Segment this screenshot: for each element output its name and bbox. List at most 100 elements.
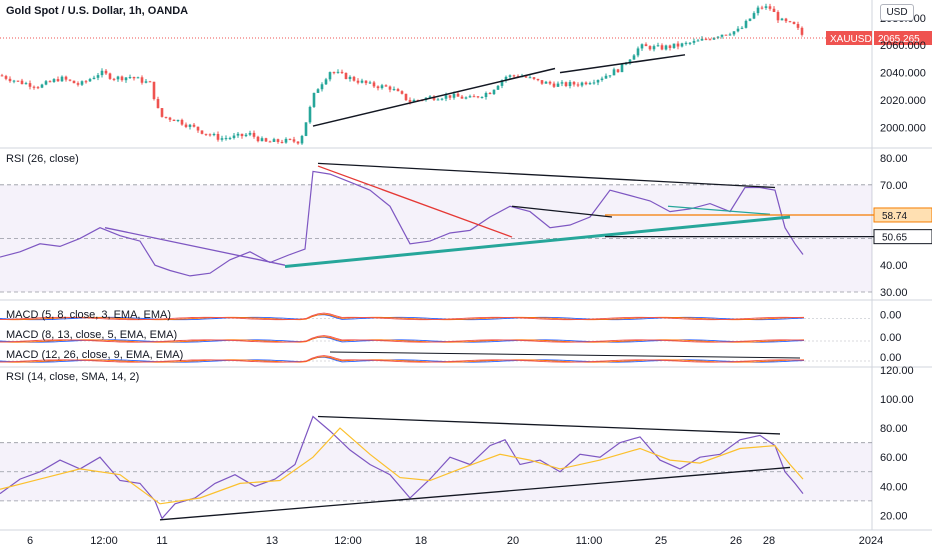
candle-body [472, 96, 476, 98]
candle-body [344, 72, 348, 80]
candle-body [724, 34, 728, 36]
y-tick-label: 2020.000 [880, 95, 926, 107]
price-trendline [312, 67, 556, 127]
x-tick-label: 12:00 [334, 535, 362, 547]
candle-body [144, 81, 148, 83]
candle-body [356, 80, 360, 83]
candle-body [652, 46, 656, 50]
candle-body [436, 99, 440, 101]
candle-body [756, 7, 760, 14]
series-layer [0, 3, 805, 520]
candle-body [564, 82, 568, 87]
indicator-trendline [317, 415, 781, 435]
candle-body [388, 86, 392, 90]
macd-line [0, 335, 805, 343]
candle-body [604, 75, 608, 79]
x-tick-label: 25 [655, 535, 667, 547]
candle-body [700, 38, 704, 41]
candle-body [684, 42, 688, 44]
candle-body [792, 21, 796, 25]
symbol-tag-bg [826, 31, 872, 46]
candle-body [768, 6, 772, 9]
candle-body [572, 82, 576, 85]
rsi-value-tag-bg [873, 207, 932, 223]
candle-body [696, 40, 700, 42]
candle-body [244, 134, 248, 137]
rsi-value-tag: 58.74 [882, 211, 907, 222]
candle-body [464, 97, 468, 99]
candle-body [60, 76, 64, 82]
band-layer [0, 184, 872, 502]
indicator-trendline [511, 205, 613, 218]
rsi-value-tag-bg [873, 229, 932, 245]
candle-body [304, 122, 308, 136]
candle-body [392, 89, 396, 91]
candle-body [596, 80, 600, 83]
candle-body [256, 136, 260, 142]
candle-body [180, 119, 184, 125]
candle-body [512, 75, 516, 77]
candle-body [188, 124, 192, 127]
candle-body [740, 27, 744, 29]
candle-body [280, 141, 284, 143]
candle-body [172, 119, 176, 122]
main-chart-title: Gold Spot / U.S. Dollar, 1h, OANDA [6, 5, 188, 17]
candle-body [580, 82, 584, 86]
candle-body [448, 95, 452, 98]
candle-body [480, 96, 484, 98]
candle-body [204, 133, 208, 135]
candle-body [268, 141, 272, 143]
candle-body [708, 39, 712, 41]
last-price-tag: 2065.265 [878, 34, 920, 45]
y-tick-label: 40.00 [880, 481, 908, 493]
candle-body [764, 6, 768, 8]
candle-body [672, 43, 676, 48]
candle-body [656, 45, 660, 47]
y-tick-label: 20.00 [880, 510, 908, 522]
candle-body [128, 76, 132, 78]
candle-body [552, 83, 556, 87]
candle-body [780, 18, 784, 21]
candle-body [644, 44, 648, 47]
candle-body [272, 139, 276, 142]
candle-body [576, 84, 580, 86]
candle-body [28, 83, 32, 87]
candle-body [16, 80, 20, 82]
candle-body [620, 63, 624, 73]
candle-body [588, 83, 592, 85]
candle-body [428, 96, 432, 98]
y-tick-label: 2060.000 [880, 40, 926, 52]
indicator-series-line [0, 170, 804, 277]
candle-body [540, 80, 544, 84]
candle-body [776, 12, 780, 21]
candle-body [20, 80, 24, 85]
candle-body [396, 89, 400, 92]
candle-body [692, 40, 696, 43]
macd-slow-title: MACD (12, 26, close, 9, EMA, EMA) [6, 349, 183, 361]
candle-body [528, 77, 532, 79]
candle-body [72, 80, 76, 84]
candle-body [332, 72, 336, 74]
candle-body [348, 76, 352, 80]
candle-body [320, 84, 324, 90]
candle-body [368, 82, 372, 84]
trendline-layer [0, 37, 932, 521]
candle-body [720, 34, 724, 37]
candle-body [212, 133, 216, 136]
indicator-trendline [159, 466, 791, 521]
candle-body [632, 55, 636, 60]
candle-body [380, 85, 384, 89]
macd-line [0, 356, 805, 363]
candle-body [4, 76, 8, 79]
y-tick-label: 30.00 [880, 287, 908, 299]
candle-body [252, 132, 256, 137]
candle-body [488, 93, 492, 95]
candle-body [508, 75, 512, 77]
y-tick-label: 2000.000 [880, 122, 926, 134]
candle-body [340, 71, 344, 73]
x-tick-label: 2024 [859, 535, 883, 547]
currency-button[interactable]: USD [880, 4, 914, 21]
candle-body [32, 86, 36, 88]
candle-body [104, 70, 108, 74]
